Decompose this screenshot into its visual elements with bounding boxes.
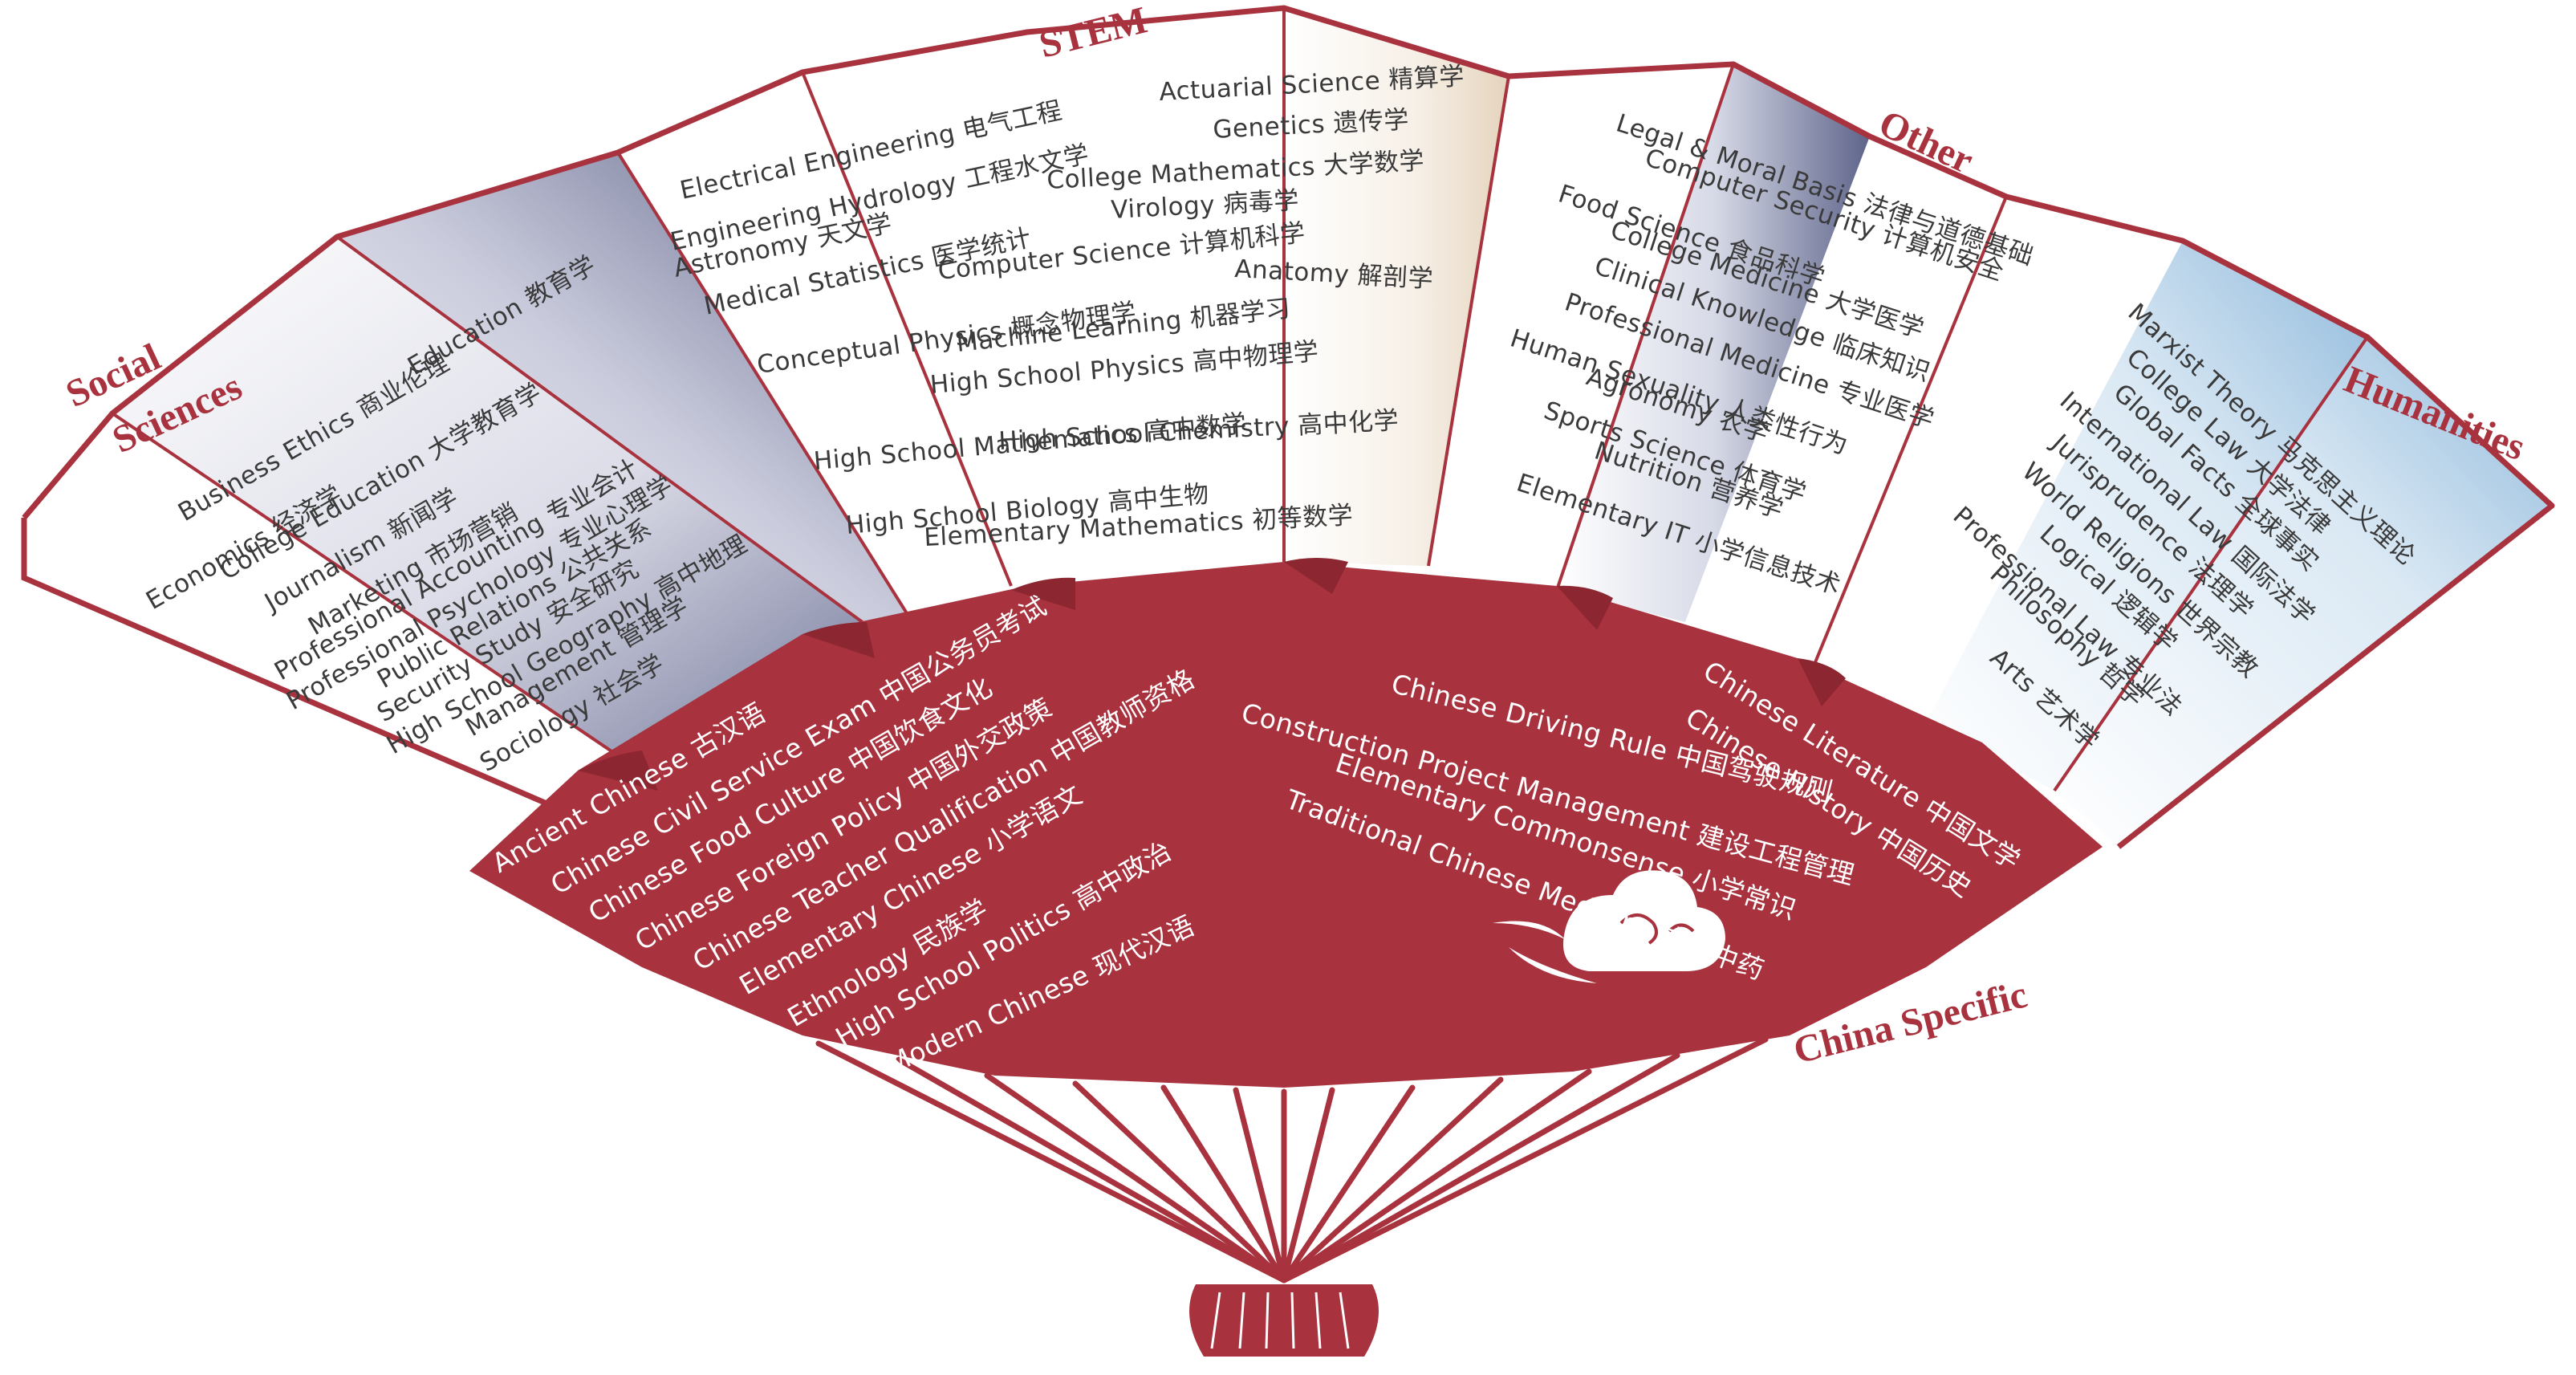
panel-hum-1 xyxy=(1814,197,2183,722)
handle-lines xyxy=(1210,1292,1350,1349)
cloud-emblem-icon xyxy=(1493,870,1725,983)
panel-other-3 xyxy=(1685,136,2006,666)
panel-stem-4 xyxy=(1284,8,1509,566)
panel-hum-3 xyxy=(2054,337,2552,847)
panel-social-2 xyxy=(112,237,879,775)
panel-other-1 xyxy=(1428,64,1733,590)
band-scallops xyxy=(578,558,1846,791)
panel-stem-3 xyxy=(1027,8,1284,566)
panel-stem-2 xyxy=(802,32,1140,586)
cloud-emblem-swirl xyxy=(1619,913,1695,945)
panel-stem-1 xyxy=(618,72,1011,626)
panel-other-2 xyxy=(1557,64,1870,622)
panel-social-3 xyxy=(337,153,915,634)
fan-leaf xyxy=(21,5,2555,849)
panel-social-1 xyxy=(24,413,646,831)
fold-lines xyxy=(111,8,2369,792)
fan-handle xyxy=(1189,1284,1379,1357)
panel-hum-2 xyxy=(1926,241,2367,791)
fan-outline-left xyxy=(21,518,611,834)
fan-ribs xyxy=(815,1036,1769,1283)
